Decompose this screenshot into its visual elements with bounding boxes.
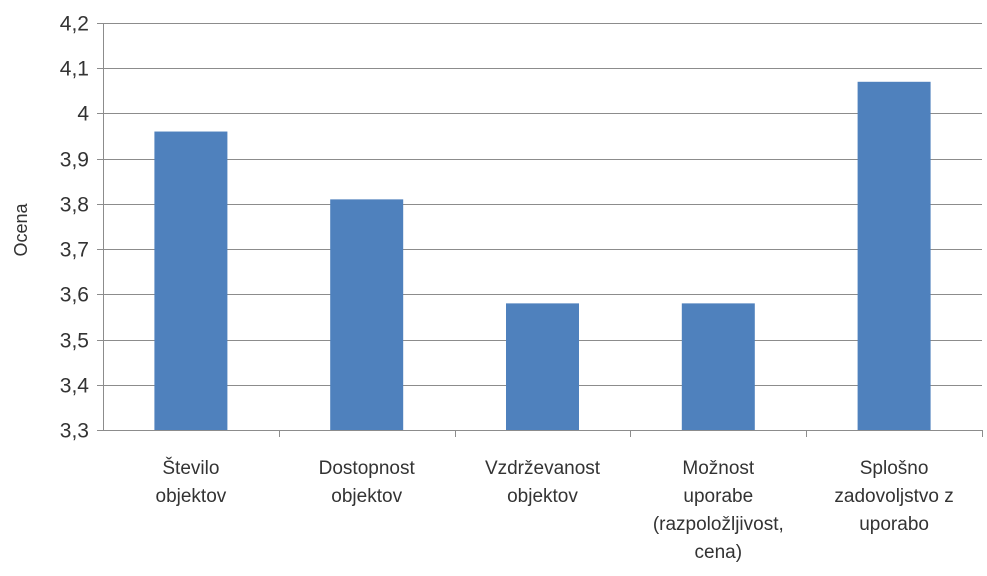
x-category-label-line: zadovoljstvo z [834,486,953,507]
x-category-label: Vzdrževanost objektov [485,458,601,507]
y-tick-label: 3,7 [60,239,89,262]
x-category-label: Dostopnost objektov [319,458,416,507]
y-tick-label: 4,1 [60,58,89,81]
y-tick-label: 4 [77,103,89,126]
y-tick-label: 3,9 [60,149,89,172]
y-tick-label: 3,8 [60,194,89,217]
bar [857,81,931,431]
x-category-label-line: objektov [156,486,227,507]
x-category-label-line: Možnost [682,458,755,479]
x-category-label-line: Vzdrževanost [485,458,601,479]
x-category-labels: ŠteviloobjektovDostopnostobjektovVzdržev… [156,457,954,563]
x-category-label-line: Dostopnost [319,458,416,479]
gridlines [103,23,982,386]
x-category-label: Splošno zadovoljstvo z uporabo [834,458,953,535]
x-category-label: Možnost uporabe (razpoložljivost, cena) [653,458,784,563]
x-category-label-line: cena) [695,542,743,563]
x-category-label-line: objektov [331,486,402,507]
y-tick-label: 4,2 [60,13,89,36]
bar [330,199,404,430]
y-tick-label: 3,4 [60,375,90,398]
x-category-label-line: objektov [507,486,578,507]
axes [97,23,983,437]
bar [681,303,755,430]
y-tick-label: 3,6 [60,284,89,307]
x-category-label-line: uporabo [859,514,929,535]
x-category-label-line: (razpoložljivost, [653,514,784,535]
bar [506,303,579,430]
bars [154,81,931,431]
y-tick-labels: 3,3 3,4 3,5 3,6 3,7 3,8 3,9 4 4,1 4,2 [60,13,90,443]
bar [154,131,228,431]
x-category-label-line: Število [162,457,219,479]
x-category-label-line: Splošno [860,458,929,479]
y-tick-label: 3,3 [60,420,89,443]
x-category-label-line: uporabe [683,486,753,507]
x-category-label: Število objektov [156,457,227,507]
y-tick-label: 3,5 [60,330,89,353]
y-axis-title: Ocena [11,203,31,257]
